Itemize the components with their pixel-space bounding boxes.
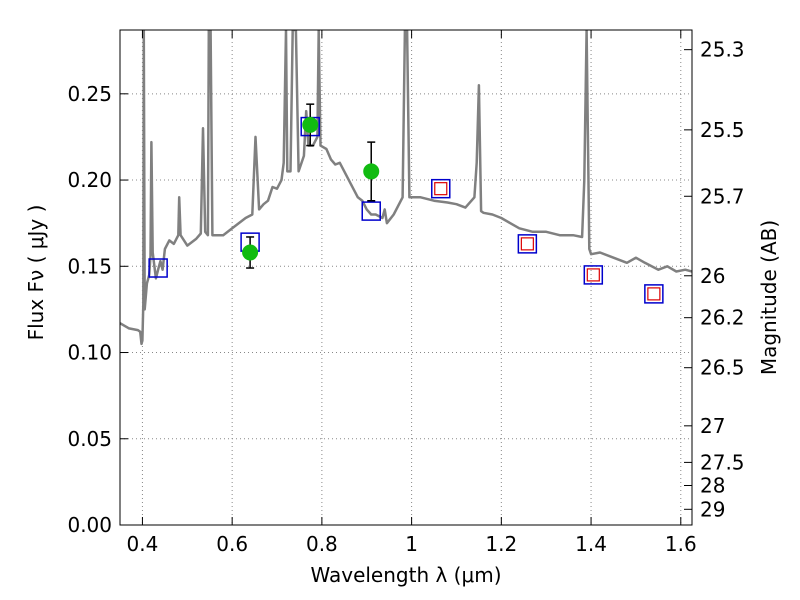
- model-box-inner-marker: [586, 268, 600, 282]
- right-tick-label: 28: [700, 474, 725, 498]
- x-tick-label: 0.8: [306, 532, 338, 556]
- right-tick-label: 26.5: [700, 356, 745, 380]
- right-tick-label: 25.7: [700, 184, 745, 208]
- right-tick-label: 29: [700, 497, 725, 521]
- right-tick-label: 27: [700, 414, 725, 438]
- x-tick-label: 1.2: [485, 532, 517, 556]
- y-tick-label: 0.10: [67, 341, 112, 365]
- right-tick-label: 25.3: [700, 38, 745, 62]
- model-box-inner-marker: [647, 287, 661, 301]
- x-tick-label: 1.6: [665, 532, 697, 556]
- y-tick-label: 0.00: [67, 513, 112, 537]
- observed-point: [302, 116, 319, 133]
- sed-spectrum: [120, 30, 692, 346]
- x-tick-label: 1: [405, 532, 418, 556]
- y-tick-label: 0.15: [67, 254, 112, 278]
- y-tick-label: 0.25: [67, 82, 112, 106]
- photometry-markers: [148, 103, 664, 304]
- x-axis-label: Wavelength λ (μm): [310, 563, 501, 587]
- y-axis-label-right: Magnitude (AB): [757, 220, 781, 375]
- axis-ticks: 0.4 0.6 0.8 1 1.2 1.4 1.6 0.00 0.05 0.10 0.15 0.20 0…: [67, 30, 745, 556]
- right-tick-label: 26: [700, 264, 725, 288]
- y-tick-label: 0.05: [67, 427, 112, 451]
- model-box-marker: [148, 258, 168, 278]
- x-tick-label: 1.4: [575, 532, 607, 556]
- right-tick-label: 26.2: [700, 306, 745, 330]
- observed-point: [242, 244, 259, 261]
- grid-lines: [120, 30, 692, 526]
- x-tick-label: 0.4: [127, 532, 159, 556]
- sed-line: [120, 30, 692, 346]
- model-box-marker: [431, 178, 451, 199]
- y-axis-label-left: Flux Fν ( μJy ): [24, 205, 48, 341]
- model-box-inner-marker: [520, 237, 534, 251]
- model-box-marker: [583, 265, 604, 285]
- observed-point: [363, 163, 380, 180]
- y-tick-label: 0.20: [67, 168, 112, 192]
- model-box-marker: [361, 201, 381, 221]
- plot-frame: [119, 29, 693, 526]
- model-box-inner-marker: [434, 182, 448, 196]
- model-box-marker: [644, 284, 664, 304]
- right-tick-label: 25.5: [700, 118, 745, 142]
- model-box-marker: [517, 234, 538, 254]
- right-tick-label: 27.5: [700, 450, 745, 474]
- x-tick-label: 0.6: [216, 532, 248, 556]
